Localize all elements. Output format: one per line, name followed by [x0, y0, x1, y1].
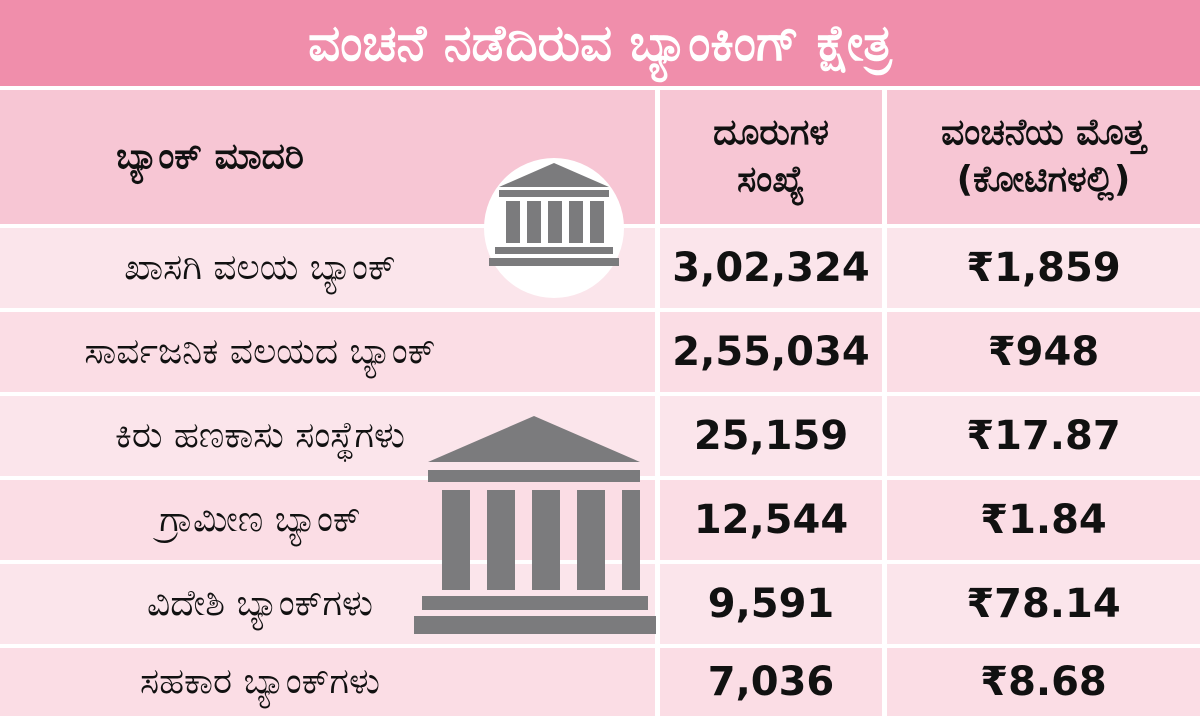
complaint-count: 25,159 [693, 413, 849, 459]
header-cell-bg [660, 90, 882, 224]
title: ವಂಚನೆ ನಡೆದಿರುವ ಬ್ಯಾಂಕಿಂಗ್ ಕ್ಷೇತ್ರ [0, 0, 1200, 86]
row-cell-bg [887, 648, 1200, 716]
complaint-count: 9,591 [707, 581, 835, 627]
complaint-count: 7,036 [707, 659, 835, 705]
row-cell-bg [887, 228, 1200, 308]
row-cell-bg [0, 648, 655, 716]
row-cell-bg [887, 396, 1200, 476]
fraud-amount: ₹8.68 [980, 659, 1107, 705]
header-text: ಸಂಖ್ಯೆ [737, 159, 805, 200]
complaint-count: 12,544 [693, 497, 849, 543]
small-bank-icon [484, 158, 624, 298]
row-cell-bg [0, 312, 655, 392]
fraud-amount: ₹78.14 [966, 581, 1121, 627]
fraud-amount: ₹948 [987, 329, 1100, 375]
header-cell: ದೂರುಗಳ ಸಂಖ್ಯೆ [660, 90, 882, 224]
fraud-amount: ₹1.84 [980, 497, 1107, 543]
row-cell-bg [660, 228, 882, 308]
header-text: (ಕೋಟಿಗಳಲ್ಲಿ) [956, 159, 1131, 200]
fraud-amount: ₹1,859 [966, 245, 1121, 291]
header-cell: ವಂಚನೆಯ ಮೊತ್ತ (ಕೋಟಿಗಳಲ್ಲಿ) [887, 90, 1200, 224]
row-cell-bg [660, 648, 882, 716]
complaint-count: 3,02,324 [672, 245, 870, 291]
bank-type: ಸಾರ್ವಜನಿಕ ವಲಯದ ಬ್ಯಾಂಕ್ [84, 331, 436, 372]
row-cell-bg [660, 480, 882, 560]
row-cell-bg [887, 564, 1200, 644]
header-text: ಬ್ಯಾಂಕ್ ಮಾದರಿ [116, 135, 304, 177]
header-text: ವಂಚನೆಯ ಮೊತ್ತ [941, 112, 1146, 154]
bank-type: ವಿದೇಶಿ ಬ್ಯಾಂಕ್‌ಗಳು [146, 583, 373, 624]
row-cell-bg [660, 312, 882, 392]
large-bank-icon [414, 416, 656, 634]
header-cell: ಬ್ಯಾಂಕ್ ಮಾದರಿ [0, 90, 420, 224]
bank-type: ಖಾಸಗಿ ವಲಯ ಬ್ಯಾಂಕ್ [124, 247, 396, 288]
bank-type: ಗ್ರಾಮೀಣ ಬ್ಯಾಂಕ್ [159, 499, 361, 540]
header-text: ದೂರುಗಳ [713, 112, 829, 154]
row-cell-bg [660, 564, 882, 644]
row-cell-bg [660, 396, 882, 476]
row-cell-bg [887, 480, 1200, 560]
bank-type: ಸಹಕಾರ ಬ್ಯಾಂಕ್‌ಗಳು [139, 661, 380, 702]
row-cell-bg [887, 312, 1200, 392]
bank-type: ಕಿರು ಹಣಕಾಸು ಸಂಸ್ಥೆಗಳು [115, 415, 405, 456]
fraud-amount: ₹17.87 [966, 413, 1121, 459]
complaint-count: 2,55,034 [672, 329, 870, 375]
header-cell-bg [887, 90, 1200, 224]
